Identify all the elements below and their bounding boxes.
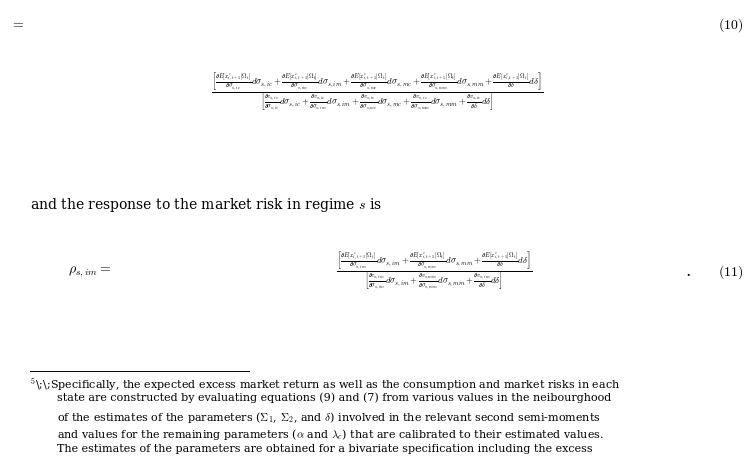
Text: and the response to the market risk in regime $s$ is: and the response to the market risk in r… [30, 196, 382, 214]
Text: $=$: $=$ [10, 16, 24, 30]
Text: .: . [686, 264, 691, 280]
Text: The estimates of the parameters are obtained for a bivariate specification inclu: The estimates of the parameters are obta… [57, 444, 592, 454]
Text: $\frac{\left[\frac{\partial E[x^e_{i,t+1}|\boldsymbol{\Omega}_t]}{\partial \sigm: $\frac{\left[\frac{\partial E[x^e_{i,t+1… [336, 251, 532, 293]
Text: $(10)$: $(10)$ [719, 16, 744, 34]
Text: $\frac{\left[\frac{\partial E[x^e_{i,t+1}|\boldsymbol{\Omega}_t]}{\partial \sigm: $\frac{\left[\frac{\partial E[x^e_{i,t+1… [211, 71, 544, 113]
Text: $(11)$: $(11)$ [719, 263, 744, 281]
Text: and values for the remaining parameters ($\alpha$ and $\lambda_c$) that are cali: and values for the remaining parameters … [57, 427, 603, 442]
Text: state are constructed by evaluating equations (9) and (7) from various values in: state are constructed by evaluating equa… [57, 393, 611, 403]
Text: $^5$\;\;Specifically, the expected excess market return as well as the consumpti: $^5$\;\;Specifically, the expected exces… [30, 376, 621, 393]
Text: of the estimates of the parameters ($\boldsymbol{\Sigma}_1$, $\boldsymbol{\Sigma: of the estimates of the parameters ($\bo… [57, 410, 600, 425]
Text: $\rho_{s,im} =$: $\rho_{s,im} =$ [68, 265, 111, 279]
